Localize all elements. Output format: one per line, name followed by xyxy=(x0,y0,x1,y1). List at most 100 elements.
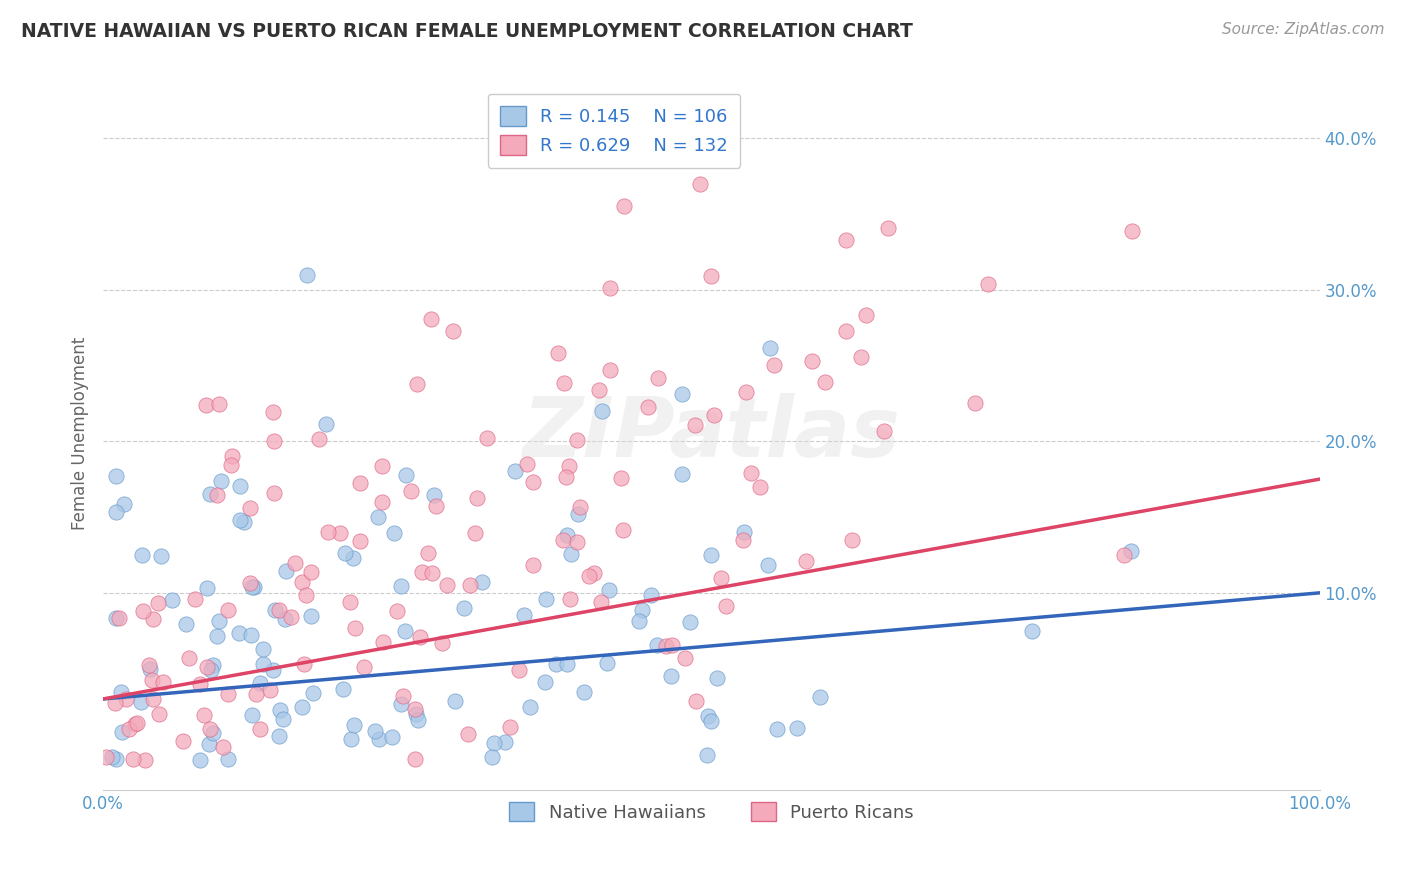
Point xyxy=(209,474,232,488)
Point xyxy=(302,686,325,700)
Point xyxy=(195,398,218,412)
Point xyxy=(195,581,218,595)
Point xyxy=(110,684,132,698)
Point xyxy=(591,595,613,609)
Point xyxy=(115,692,138,706)
Point xyxy=(1121,224,1143,238)
Point xyxy=(582,566,605,581)
Point xyxy=(262,664,284,678)
Point xyxy=(367,510,389,524)
Point xyxy=(118,722,141,736)
Point xyxy=(453,601,475,615)
Point xyxy=(349,476,371,491)
Point xyxy=(423,488,446,502)
Point xyxy=(555,469,578,483)
Point xyxy=(565,433,588,447)
Point xyxy=(201,726,224,740)
Point xyxy=(640,588,662,602)
Point xyxy=(107,611,129,625)
Point xyxy=(267,603,290,617)
Point xyxy=(200,486,222,500)
Point xyxy=(436,578,458,592)
Point xyxy=(274,612,297,626)
Point xyxy=(558,458,581,473)
Y-axis label: Female Unemployment: Female Unemployment xyxy=(72,337,89,531)
Point xyxy=(567,534,589,549)
Point xyxy=(588,383,610,397)
Point xyxy=(94,750,117,764)
Point xyxy=(494,735,516,749)
Point xyxy=(339,595,361,609)
Point xyxy=(404,752,426,766)
Point xyxy=(198,722,221,736)
Point xyxy=(152,674,174,689)
Point xyxy=(389,579,412,593)
Point xyxy=(172,733,194,747)
Point xyxy=(569,500,592,515)
Point xyxy=(395,468,418,483)
Point xyxy=(368,732,391,747)
Point xyxy=(519,700,541,714)
Point xyxy=(475,431,498,445)
Point xyxy=(243,580,266,594)
Legend: Native Hawaiians, Puerto Ricans: Native Hawaiians, Puerto Ricans xyxy=(496,789,927,834)
Point xyxy=(291,699,314,714)
Point xyxy=(555,528,578,542)
Point xyxy=(371,634,394,648)
Point xyxy=(229,513,252,527)
Point xyxy=(198,737,221,751)
Point xyxy=(547,346,569,360)
Point xyxy=(411,566,433,580)
Point xyxy=(188,677,211,691)
Point xyxy=(533,674,555,689)
Point xyxy=(756,558,779,572)
Point xyxy=(522,558,544,572)
Point xyxy=(233,515,256,529)
Point xyxy=(249,722,271,736)
Point xyxy=(349,534,371,549)
Point xyxy=(263,434,285,448)
Point xyxy=(465,491,488,505)
Point xyxy=(851,350,873,364)
Point xyxy=(425,499,447,513)
Point xyxy=(228,479,250,493)
Point xyxy=(481,749,503,764)
Point xyxy=(174,616,197,631)
Point xyxy=(630,603,652,617)
Point xyxy=(762,359,785,373)
Point xyxy=(599,363,621,377)
Point xyxy=(513,607,536,622)
Point xyxy=(416,546,439,560)
Point xyxy=(508,663,530,677)
Point xyxy=(264,603,287,617)
Point xyxy=(534,591,557,606)
Point xyxy=(205,629,228,643)
Point xyxy=(132,604,155,618)
Point xyxy=(217,687,239,701)
Point xyxy=(188,753,211,767)
Point xyxy=(299,609,322,624)
Point xyxy=(131,548,153,562)
Point xyxy=(613,199,636,213)
Point xyxy=(457,727,479,741)
Point xyxy=(560,547,582,561)
Point xyxy=(353,660,375,674)
Point xyxy=(259,683,281,698)
Point xyxy=(1114,548,1136,562)
Point xyxy=(110,725,132,739)
Point xyxy=(404,702,426,716)
Point xyxy=(420,566,443,580)
Point xyxy=(179,651,201,665)
Point xyxy=(399,483,422,498)
Point xyxy=(516,457,538,471)
Point xyxy=(271,713,294,727)
Point xyxy=(195,659,218,673)
Point xyxy=(965,396,987,410)
Point xyxy=(610,471,633,485)
Point xyxy=(627,615,650,629)
Point xyxy=(295,268,318,282)
Point xyxy=(385,604,408,618)
Point xyxy=(284,556,307,570)
Point xyxy=(122,752,145,766)
Point xyxy=(105,469,128,483)
